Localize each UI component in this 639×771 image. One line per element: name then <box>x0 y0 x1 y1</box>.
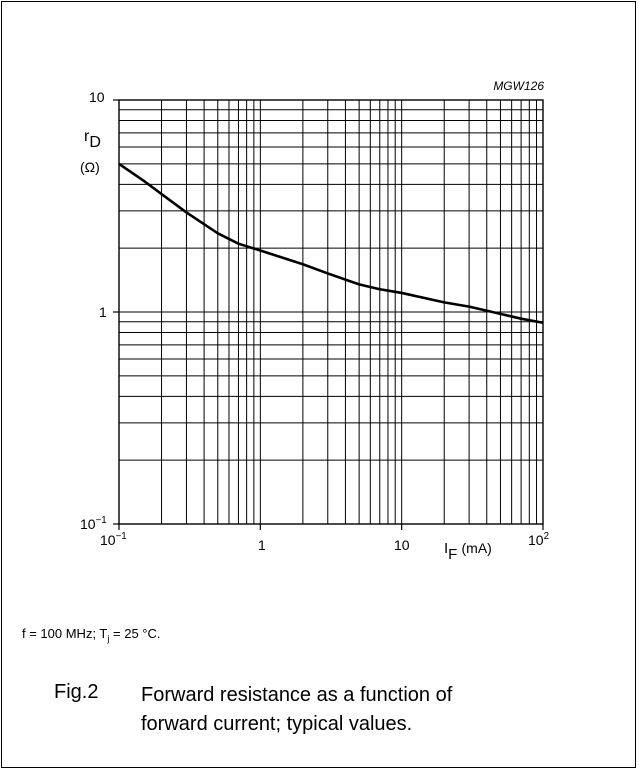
y-tick-label-0.1: 10−1 <box>80 515 107 532</box>
x-tick-exp: 2 <box>543 531 550 542</box>
x-axis-label: IF (mA) <box>444 540 492 563</box>
y-axis-label-sub: D <box>89 134 101 151</box>
conditions-sub: j <box>107 633 110 644</box>
x-tick-label-10: 10 <box>394 537 410 553</box>
x-tick-label-1: 1 <box>258 537 266 553</box>
grid <box>113 99 544 530</box>
caption-line-2: forward current; typical values. <box>141 713 413 735</box>
y-axis-label-main: r <box>84 128 90 145</box>
x-axis-label-main: I <box>444 540 449 557</box>
x-axis-label-sub: F <box>448 546 458 563</box>
x-axis-unit: (mA) <box>461 540 492 556</box>
series-line <box>118 162 544 325</box>
y-tick-exp: −1 <box>95 515 107 526</box>
conditions-text-rest: = 25 °C. <box>109 626 161 641</box>
test-conditions: f = 100 MHz; Tj = 25 °C. <box>22 626 161 644</box>
y-tick-label-10: 10 <box>89 89 105 105</box>
x-tick-base: 10 <box>528 532 544 548</box>
chart-code: MGW126 <box>493 79 544 93</box>
caption-line-1: Forward resistance as a function of <box>141 684 453 706</box>
y-tick-base: 1 <box>99 304 107 320</box>
x-tick-base: 10 <box>394 537 410 553</box>
y-axis-label: rD <box>84 128 101 152</box>
conditions-text: f = 100 MHz; T <box>22 626 108 641</box>
x-tick-base: 10 <box>100 532 116 548</box>
figure-caption: Forward resistance as a function of forw… <box>141 681 452 739</box>
x-tick-label-100: 102 <box>528 531 549 548</box>
x-tick-label-0.1: 10−1 <box>100 531 127 548</box>
x-tick-exp: −1 <box>115 531 127 542</box>
y-axis-unit: (Ω) <box>80 159 100 175</box>
figure-number: Fig.2 <box>54 681 99 703</box>
x-tick-base: 1 <box>258 537 266 553</box>
y-tick-label-1: 1 <box>99 304 107 320</box>
y-tick-base: 10 <box>89 89 105 105</box>
y-tick-base: 10 <box>80 516 96 532</box>
